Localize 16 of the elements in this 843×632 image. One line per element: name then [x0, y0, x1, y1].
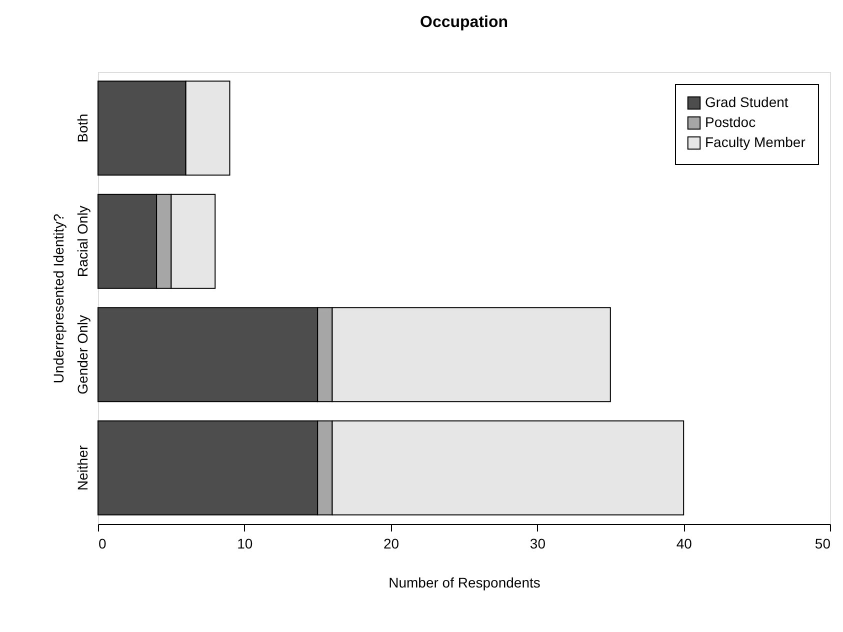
y-axis-title: Underrepresented Identity? — [50, 213, 66, 384]
legend-label: Postdoc — [705, 114, 756, 130]
chart-title: Occupation — [420, 14, 508, 31]
y-tick-label: Racial Only — [74, 206, 90, 278]
x-tick-label: 50 — [814, 536, 831, 552]
y-tick-label: Neither — [74, 445, 90, 490]
legend-label: Grad Student — [705, 94, 788, 110]
y-tick-label: Gender Only — [74, 314, 90, 394]
x-tick-label: 20 — [384, 536, 400, 552]
x-tick-label: 30 — [530, 536, 546, 552]
x-tick-label: 10 — [237, 536, 253, 552]
x-tick-label: 0 — [98, 536, 106, 552]
y-tick-label: Both — [74, 114, 90, 142]
x-axis-title: Number of Respondents — [388, 574, 540, 590]
x-tick-label: 40 — [676, 536, 692, 552]
legend-label: Faculty Member — [705, 134, 806, 150]
